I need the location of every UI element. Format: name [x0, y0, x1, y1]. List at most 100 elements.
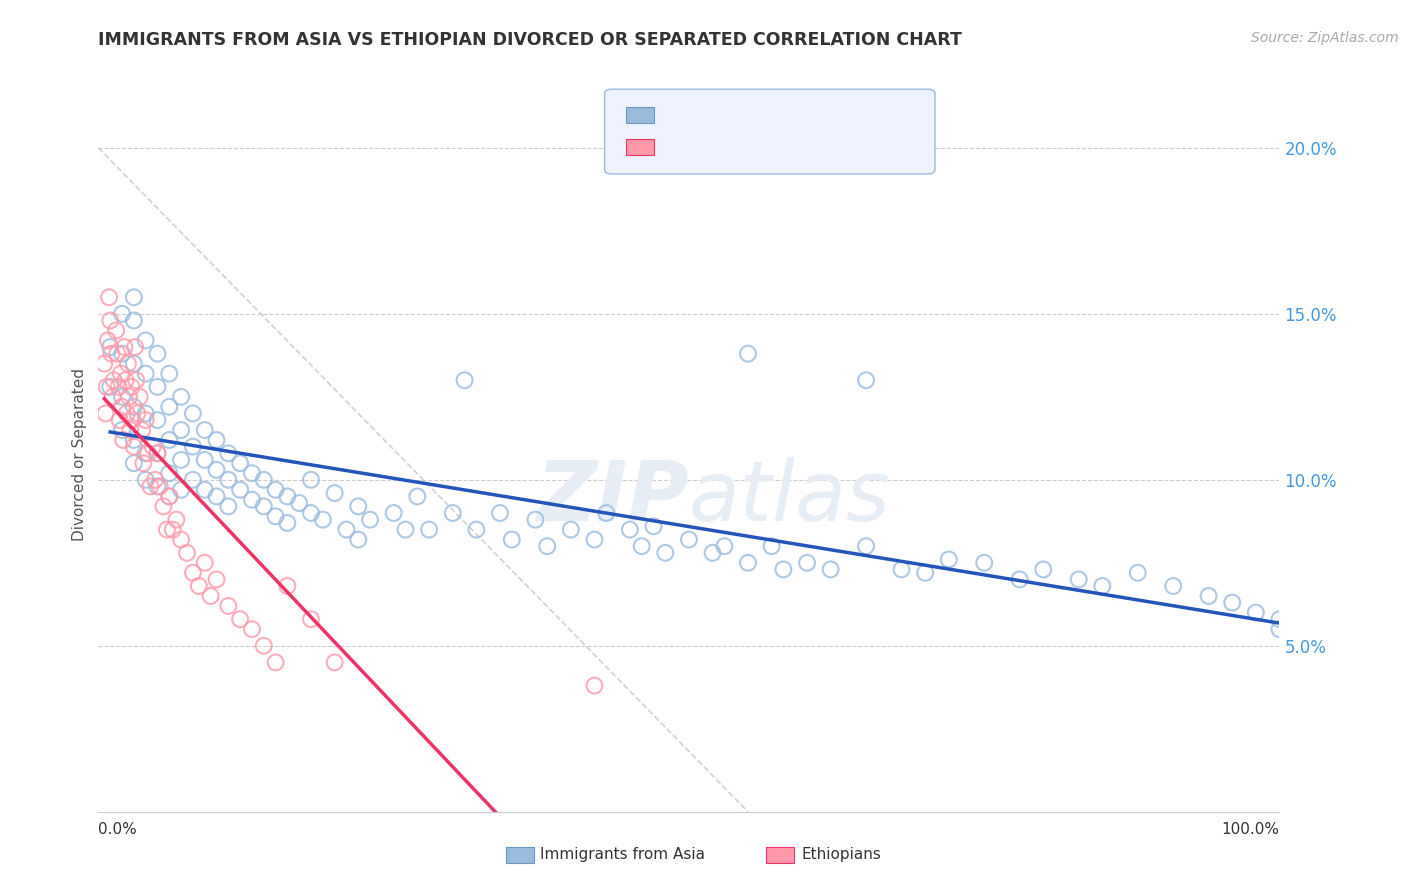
Point — [112, 433, 135, 447]
Point — [737, 556, 759, 570]
Point — [122, 440, 145, 454]
Point — [536, 539, 558, 553]
Point — [678, 533, 700, 547]
Point — [702, 546, 724, 560]
Point — [131, 423, 153, 437]
Point — [121, 380, 143, 394]
Point — [111, 400, 134, 414]
Point — [938, 552, 960, 566]
Text: Source: ZipAtlas.com: Source: ZipAtlas.com — [1251, 31, 1399, 45]
Point — [855, 373, 877, 387]
Point — [1008, 573, 1031, 587]
Point — [194, 453, 217, 467]
Text: R =: R = — [662, 140, 697, 154]
Point — [347, 533, 370, 547]
Point — [1161, 579, 1184, 593]
Point — [107, 380, 129, 394]
Point — [217, 473, 239, 487]
Point — [101, 390, 124, 404]
Point — [855, 539, 877, 553]
Point — [162, 523, 184, 537]
Point — [146, 380, 169, 394]
Point — [146, 413, 169, 427]
Point — [619, 523, 641, 537]
Point — [1198, 589, 1220, 603]
Text: 0.0%: 0.0% — [98, 822, 138, 837]
Text: N =: N = — [778, 108, 824, 122]
Point — [217, 500, 239, 514]
Point — [643, 519, 665, 533]
Point — [264, 483, 287, 497]
Point — [205, 573, 228, 587]
Point — [359, 513, 381, 527]
Point — [194, 423, 217, 437]
Point — [299, 473, 322, 487]
Point — [146, 446, 169, 460]
Point — [229, 483, 252, 497]
Point — [583, 679, 606, 693]
Point — [181, 473, 204, 487]
Point — [194, 483, 217, 497]
Text: ZIP: ZIP — [536, 458, 689, 538]
Point — [761, 539, 783, 553]
Point — [583, 533, 606, 547]
Point — [96, 380, 118, 394]
Point — [146, 446, 169, 460]
Point — [135, 334, 157, 348]
Text: Ethiopians: Ethiopians — [801, 847, 882, 862]
Point — [299, 612, 322, 626]
Point — [205, 463, 228, 477]
Point — [489, 506, 512, 520]
Text: -0.553: -0.553 — [707, 108, 765, 122]
Point — [156, 523, 179, 537]
Text: R =: R = — [662, 108, 697, 122]
Point — [98, 290, 121, 304]
Point — [97, 334, 120, 348]
Point — [111, 390, 134, 404]
Text: 59: 59 — [828, 140, 851, 154]
Point — [394, 523, 416, 537]
Point — [200, 589, 222, 603]
Point — [170, 483, 193, 497]
Point — [157, 466, 180, 480]
Point — [796, 556, 818, 570]
Point — [170, 423, 193, 437]
Point — [127, 406, 149, 420]
Point — [115, 406, 138, 420]
Point — [276, 490, 298, 504]
Text: Immigrants from Asia: Immigrants from Asia — [540, 847, 704, 862]
Point — [299, 506, 322, 520]
Point — [418, 523, 440, 537]
Point — [181, 406, 204, 420]
Point — [914, 566, 936, 580]
Point — [713, 539, 735, 553]
Point — [105, 323, 128, 337]
Text: -0.415: -0.415 — [707, 140, 765, 154]
Point — [253, 473, 276, 487]
Point — [135, 406, 157, 420]
Point — [1126, 566, 1149, 580]
Point — [117, 357, 139, 371]
Point — [1244, 606, 1267, 620]
Point — [820, 562, 842, 576]
Text: atlas: atlas — [689, 458, 890, 538]
Point — [205, 490, 228, 504]
Point — [176, 546, 198, 560]
Point — [98, 340, 121, 354]
Point — [142, 440, 165, 454]
Point — [1268, 622, 1291, 636]
Y-axis label: Divorced or Separated: Divorced or Separated — [72, 368, 87, 541]
Point — [501, 533, 523, 547]
Point — [382, 506, 405, 520]
Point — [1067, 573, 1090, 587]
Point — [111, 307, 134, 321]
Point — [122, 313, 145, 327]
Point — [165, 513, 187, 527]
Point — [149, 479, 172, 493]
Point — [110, 367, 132, 381]
Point — [98, 380, 121, 394]
Point — [441, 506, 464, 520]
Point — [276, 516, 298, 530]
Point — [595, 506, 617, 520]
Point — [187, 579, 209, 593]
